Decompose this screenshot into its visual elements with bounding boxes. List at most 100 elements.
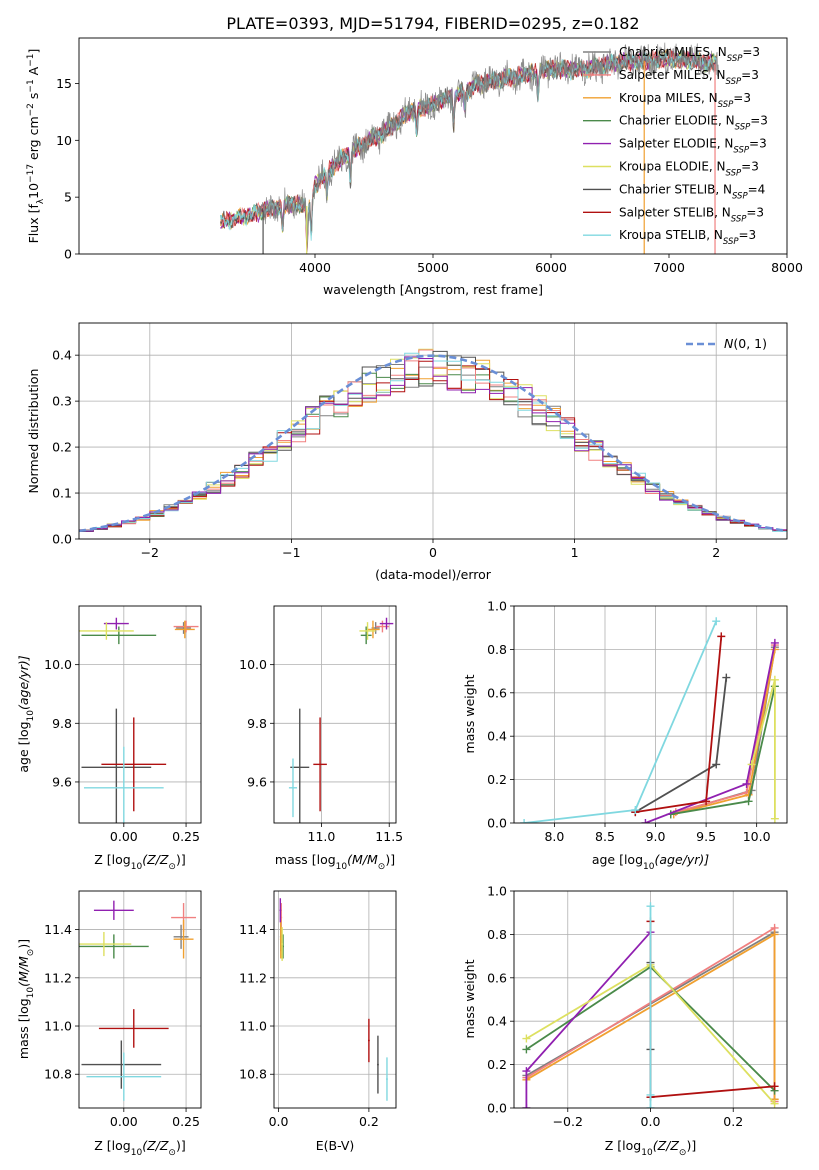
x-tick-label: 9.0 — [646, 829, 666, 844]
y-tick-label: 10.8 — [44, 1067, 72, 1082]
axes-spectrum: 4000 5000 6000 7000 8000 0 5 10 15 — [56, 76, 803, 275]
label-part: Z [log — [94, 1138, 130, 1153]
label-part: 10 — [26, 987, 36, 999]
label-part: λ — [36, 198, 46, 204]
label-part: ⊙ — [679, 1148, 687, 1158]
label-part: )] — [385, 852, 395, 867]
legend-label-sub: SSP — [731, 214, 747, 224]
y-tick-label: 0.6 — [487, 685, 507, 700]
y-tick-label: 1.0 — [487, 884, 507, 899]
spectrum-lines — [220, 42, 719, 254]
y-tick-label: 9.8 — [247, 716, 267, 731]
axes-frame — [273, 890, 397, 1109]
label-part: (M/M — [16, 956, 31, 987]
series-marker-kroupa-elodie — [770, 814, 779, 823]
series-marker-kroupa-miles — [770, 930, 779, 939]
label-part: erg cm — [26, 116, 41, 164]
y-tick-label: 11.4 — [44, 922, 72, 937]
legend-label: Salpeter ELODIE, NSSP=3 — [619, 137, 767, 156]
label-part: ] — [26, 49, 41, 54]
series-marker-salpeter-stelib — [702, 797, 711, 806]
x-axis-label: Z [log10(Z/Z⊙)] — [94, 852, 185, 872]
errorbars-age_vs_Z — [79, 617, 199, 823]
x-tick-label: 0.25 — [172, 829, 200, 844]
x-axis-label: Z [log10(Z/Z⊙)] — [94, 1138, 185, 1158]
y-tick-label: 10 — [56, 133, 72, 148]
series-marker-chabrier-elodie — [744, 797, 753, 806]
y-tick-label: 0.8 — [487, 927, 507, 942]
lines-mass_weight_vs_Z — [522, 902, 779, 1108]
x-axis-label: (data-model)/error — [375, 567, 492, 582]
label-part: 10 — [131, 862, 143, 872]
series-marker-kroupa-stelib — [520, 819, 529, 823]
axes-age_vs_Z: 0.00 0.25 9.6 9.8 10.0 — [44, 606, 201, 844]
legend-label-text: Chabrier ELODIE, N — [619, 114, 735, 128]
y-tick-label: 1.0 — [487, 599, 507, 614]
y-tick-label: 0.0 — [52, 532, 72, 547]
legend-label-tail: =3 — [739, 228, 757, 242]
legend-label-tail: =3 — [741, 160, 759, 174]
x-tick-label: 8000 — [771, 260, 803, 275]
x-tick-label: 0.2 — [723, 1114, 743, 1129]
axes-mass_weight_vs_Z: −0.2 0.0 0.2 0.0 0.2 0.4 0.6 0.8 1.0 — [487, 884, 787, 1129]
x-tick-label: 8.5 — [595, 829, 615, 844]
legend-label-sub: SSP — [727, 54, 743, 64]
label-part: age [log — [592, 852, 643, 867]
x-tick-label: 6000 — [535, 260, 567, 275]
label-part: Flux [f — [26, 204, 41, 244]
y-tick-label: 0.0 — [487, 1101, 507, 1116]
label-part: )] — [16, 939, 31, 949]
legend-label-text: Salpeter ELODIE, N — [619, 137, 733, 151]
errorbars-mass_vs_ebv — [279, 898, 388, 1101]
series-line-kroupa-stelib — [523, 620, 718, 823]
label-part: (M/M — [347, 852, 378, 867]
legend-label-tail: =3 — [749, 137, 767, 151]
legend-label-text: Chabrier MILES, N — [619, 45, 727, 59]
x-tick-label: 0.00 — [110, 1114, 138, 1129]
legend-label-text: Salpeter MILES, N — [619, 68, 726, 82]
y-tick-label: 11.2 — [239, 970, 267, 985]
series-line-chabrier-stelib — [634, 677, 728, 813]
series-marker-kroupa-stelib — [646, 1090, 655, 1099]
legend-label-sub: SSP — [723, 237, 739, 247]
x-tick-label: 1 — [571, 545, 579, 560]
spectrum-line-kroupa-stelib — [220, 51, 717, 244]
legend-label-tail: =3 — [746, 205, 764, 219]
y-tick-label: 0.6 — [487, 970, 507, 985]
label-part: mass [log — [275, 852, 336, 867]
y-axis-label: Normed distribution — [26, 369, 41, 494]
y-tick-label: 0.4 — [487, 1014, 507, 1029]
axes-mass_vs_ebv: 0.0 0.2 10.8 11.0 11.2 11.4 — [239, 891, 396, 1129]
figure-title: PLATE=0393, MJD=51794, FIBERID=0295, z=0… — [226, 14, 639, 33]
x-tick-label: 0.25 — [172, 1114, 200, 1129]
label-part: )] — [176, 1138, 186, 1153]
legend-label-text: Kroupa MILES, N — [619, 91, 718, 105]
y-tick-label: 15 — [56, 76, 72, 91]
label-part: 10 — [131, 1148, 143, 1158]
axes-frame — [273, 605, 397, 824]
label-part: mass [log — [16, 998, 31, 1059]
series-line-salpeter-elodie — [525, 931, 652, 1108]
y-axis-label: age [log10(age/yr)] — [16, 655, 36, 772]
series-marker-salpeter-stelib — [717, 632, 726, 641]
legend-n-args: (0, 1) — [733, 336, 767, 351]
x-axis-label: Z [log10(Z/Z⊙)] — [605, 1138, 696, 1158]
legend-n: N — [724, 336, 734, 351]
x-axis-label: age [log10(age/yr)] — [592, 852, 709, 872]
series-marker-salpeter-stelib — [770, 1082, 779, 1091]
y-axis-label: mass [log10(M/M⊙)] — [16, 939, 36, 1059]
axes-frame — [513, 890, 788, 1109]
spectrum-line-chabrier-miles — [258, 42, 719, 248]
label-part: )] — [686, 1138, 696, 1153]
legend-label-tail: =3 — [742, 45, 760, 59]
legend-label-tail: =3 — [733, 91, 751, 105]
axes-frame — [513, 605, 788, 824]
y-tick-label: 0 — [64, 247, 72, 262]
y-axis-label: Flux [fλ10−17 erg cm−2 s−1 A−1] — [26, 49, 46, 244]
y-tick-label: 0.0 — [487, 816, 507, 831]
series-marker-kroupa-elodie — [522, 1034, 531, 1043]
x-axis-label: mass [log10(M/M⊙)] — [275, 852, 395, 872]
label-part: (age/yr)] — [654, 852, 709, 867]
y-tick-label: 5 — [64, 190, 72, 205]
